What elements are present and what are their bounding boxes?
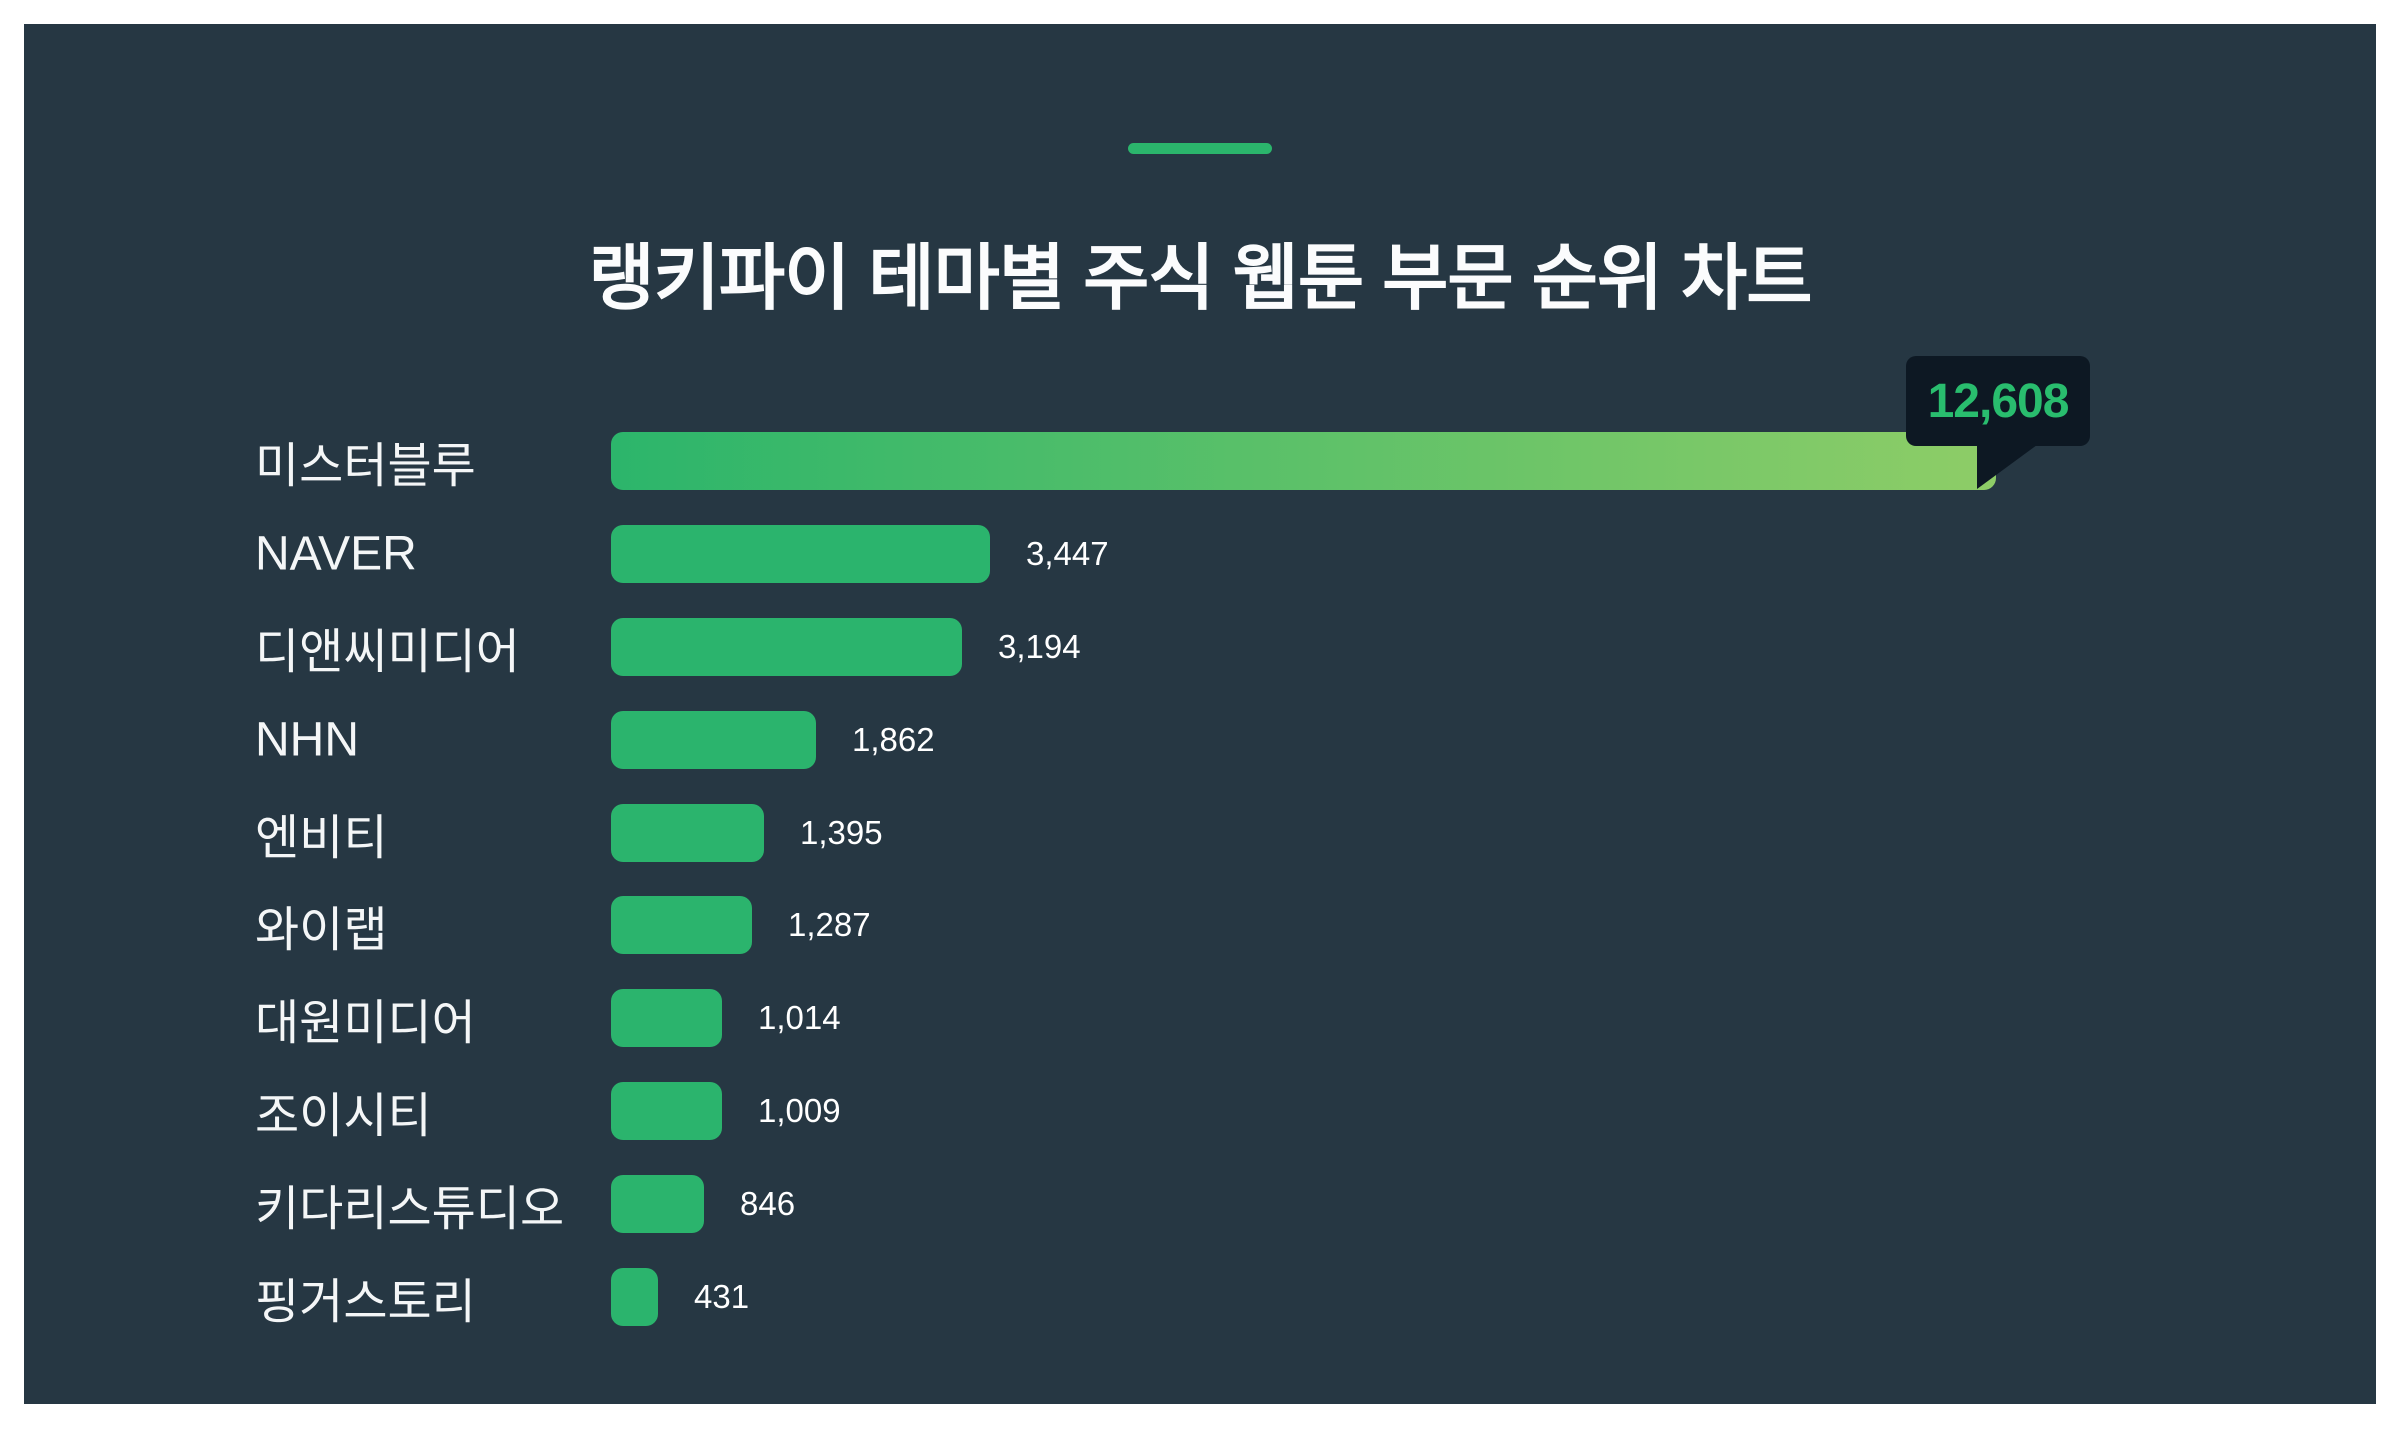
bar-chart-row: NHN 1,862: [24, 693, 2376, 786]
category-label: 디앤씨미디어: [255, 625, 520, 679]
bar-chart-row: 와이랩 1,287: [24, 879, 2376, 972]
value-label: 3,194: [998, 627, 1081, 665]
category-label: 미스터블루: [255, 440, 476, 494]
category-label: 키다리스튜디오: [255, 1182, 565, 1236]
bar-area: 431: [611, 1267, 2376, 1326]
value-label: 1,395: [800, 813, 883, 851]
bar-chart-row: 디앤씨미디어 3,194: [24, 601, 2376, 694]
bar-chart: 미스터블루 12,608 NAVER 3,447 디앤씨미디어 3,194: [24, 356, 2376, 1343]
bar-area: 1,287: [611, 896, 2376, 955]
value-label: 431: [694, 1277, 750, 1315]
accent-dash: [1128, 143, 1272, 154]
bar-area: 1,009: [611, 1081, 2376, 1140]
bar-chart-row: 키다리스튜디오 846: [24, 1157, 2376, 1250]
value-label: 1,287: [788, 906, 871, 944]
bar[interactable]: [611, 432, 1996, 491]
bar-area: 12,608: [611, 356, 2376, 491]
bar-area: 3,447: [611, 525, 2376, 584]
bar[interactable]: [611, 1267, 658, 1326]
bar-chart-row: 핑거스토리 431: [24, 1250, 2376, 1343]
value-label: 3,447: [1026, 535, 1109, 573]
tooltip-tail-icon: [1977, 445, 2037, 490]
value-label: 1,862: [852, 720, 935, 758]
bar[interactable]: [611, 989, 722, 1048]
bar-chart-row: NAVER 3,447: [24, 508, 2376, 601]
bar-chart-row: 미스터블루 12,608: [24, 356, 2376, 508]
bar-area: 846: [611, 1174, 2376, 1233]
bar-area: 1,395: [611, 803, 2376, 862]
category-label: 와이랩: [255, 904, 388, 958]
category-label: NAVER: [255, 527, 417, 581]
bar-chart-row: 대원미디어 1,014: [24, 972, 2376, 1065]
category-label: NHN: [255, 713, 359, 767]
chart-title: 랭키파이 테마별 주식 웹툰 부문 순위 차트: [588, 239, 1812, 320]
bar[interactable]: [611, 803, 764, 862]
bar-area: 1,014: [611, 989, 2376, 1048]
value-label: 846: [740, 1184, 796, 1222]
value-label: 1,014: [758, 999, 841, 1037]
category-label: 대원미디어: [255, 997, 476, 1051]
category-label: 핑거스토리: [255, 1275, 476, 1329]
bar-area: 1,862: [611, 710, 2376, 769]
bar-area: 3,194: [611, 617, 2376, 676]
value-tooltip: 12,608: [1906, 356, 2090, 447]
bar[interactable]: [611, 617, 962, 676]
bar-chart-row: 조이시티 1,009: [24, 1065, 2376, 1158]
bar[interactable]: [611, 710, 816, 769]
bar[interactable]: [611, 896, 752, 955]
bar-chart-row: 엔비티 1,395: [24, 786, 2376, 879]
category-label: 엔비티: [255, 811, 388, 865]
chart-panel: 랭키파이 테마별 주식 웹툰 부문 순위 차트 미스터블루 12,608 NAV…: [24, 24, 2376, 1404]
value-label: 1,009: [758, 1091, 841, 1129]
bar[interactable]: [611, 1174, 704, 1233]
bar[interactable]: [611, 1081, 722, 1140]
category-label: 조이시티: [255, 1089, 432, 1143]
tooltip-value: 12,608: [1927, 374, 2070, 428]
bar[interactable]: [611, 525, 990, 584]
